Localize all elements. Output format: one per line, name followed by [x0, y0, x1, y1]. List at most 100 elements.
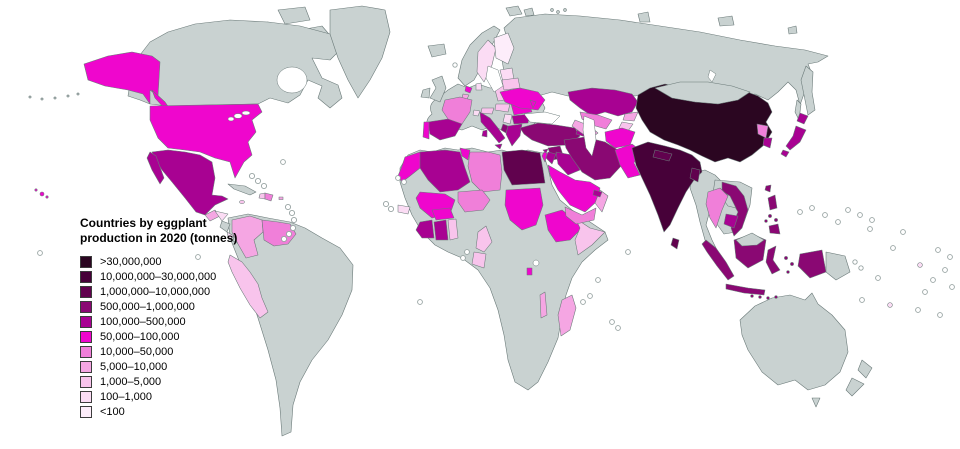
country-sudan — [504, 187, 544, 231]
baltic-sea — [485, 65, 504, 93]
legend-row: 1,000,000–10,000,000 — [80, 285, 290, 300]
legend-swatch — [80, 346, 92, 359]
country-nepal — [652, 149, 673, 162]
caspian-sea — [582, 115, 597, 157]
legend-row: 1,000–5,000 — [80, 375, 290, 390]
legend-swatch — [80, 391, 92, 404]
legend-row: 10,000–50,000 — [80, 345, 290, 360]
tasmania-island — [811, 397, 821, 408]
country-malaysia-borneo — [735, 232, 765, 247]
legend-label: <100 — [100, 406, 125, 419]
country-bangladesh — [689, 167, 701, 183]
country-cameroon — [475, 225, 493, 253]
colored-countries — [34, 32, 827, 337]
great-lakes — [233, 113, 243, 119]
country-philippines — [764, 194, 781, 235]
kamchatka-peninsula — [800, 65, 816, 116]
country-burkina-faso — [431, 207, 455, 221]
country-iraq — [555, 151, 581, 176]
country-portugal — [422, 121, 430, 140]
country-moldova — [529, 99, 537, 109]
country-somalia — [574, 217, 606, 256]
legend-label: 5,000–10,000 — [100, 361, 168, 374]
country-alaska-usa — [83, 51, 161, 105]
sardinia — [481, 129, 488, 138]
country-kyrgyzstan — [622, 111, 639, 122]
country-new-zealand — [845, 359, 873, 397]
small-island-circles — [37, 8, 955, 331]
country-netherlands — [464, 85, 473, 94]
legend-row: 100–1,000 — [80, 390, 290, 405]
great-lakes — [227, 116, 235, 122]
legend-label: >30,000,000 — [100, 256, 162, 269]
legend-label: 500,000–1,000,000 — [100, 301, 195, 314]
legend-swatch — [80, 271, 92, 284]
country-ethiopia — [544, 209, 583, 243]
legend-row: 50,000–100,000 — [80, 330, 290, 345]
legend-swatch — [80, 376, 92, 389]
country-honduras — [214, 210, 229, 222]
legend-swatch — [80, 256, 92, 269]
legend-label: 100–1,000 — [100, 391, 152, 404]
sicily — [494, 143, 503, 150]
country-cote-divoire — [415, 219, 435, 239]
legend-swatch — [80, 406, 92, 419]
country-switzerland — [472, 109, 481, 117]
legend-swatch — [80, 316, 92, 329]
lake-victoria — [532, 259, 540, 267]
country-papua-new-guinea — [825, 251, 851, 281]
hudson-bay — [276, 66, 308, 94]
lake-baikal — [707, 69, 717, 83]
country-jordan — [545, 151, 557, 165]
country-japan — [780, 112, 809, 158]
legend-row: 10,000,000–30,000,000 — [80, 270, 290, 285]
country-taiwan — [764, 184, 772, 193]
country-uzbekistan — [579, 111, 613, 130]
country-mexico — [151, 149, 229, 216]
country-peru — [227, 254, 269, 319]
country-senegal — [397, 204, 411, 215]
country-iceland — [427, 43, 447, 58]
country-madagascar — [557, 294, 577, 337]
country-ghana — [433, 219, 449, 241]
country-finland — [493, 32, 515, 65]
country-puerto-rico — [278, 196, 284, 200]
country-bulgaria — [511, 113, 531, 125]
country-south-korea — [762, 137, 773, 149]
legend-row: >30,000,000 — [80, 255, 290, 270]
country-yemen — [564, 206, 597, 225]
country-haiti — [258, 192, 266, 200]
legend-swatch — [80, 361, 92, 374]
country-cuba — [227, 183, 257, 196]
country-belarus — [501, 77, 521, 91]
country-colombia — [231, 215, 264, 259]
country-malawi — [539, 291, 548, 319]
legend-label: 100,000–500,000 — [100, 316, 186, 329]
legend-label: 1,000–5,000 — [100, 376, 162, 389]
legend-title: Countries by eggplant production in 2020… — [80, 216, 238, 246]
legend-swatch — [80, 286, 92, 299]
country-australia — [739, 292, 849, 391]
legend-label: 10,000,000–30,000,000 — [100, 271, 217, 284]
black-sea — [523, 111, 561, 125]
country-ireland — [420, 87, 431, 99]
legend-swatch — [80, 301, 92, 314]
country-austria — [480, 107, 495, 115]
colored-island-circles — [887, 262, 923, 308]
country-greenland — [329, 5, 391, 99]
country-cyprus — [542, 148, 549, 154]
country-italy — [479, 111, 506, 144]
country-thailand — [705, 187, 729, 229]
country-hungary — [494, 103, 511, 113]
country-spain — [427, 118, 463, 141]
country-venezuela — [261, 219, 297, 247]
legend-label: 50,000–100,000 — [100, 331, 180, 344]
country-uae — [592, 189, 603, 198]
baja-california — [146, 151, 165, 185]
hawaii-islands — [34, 188, 49, 199]
legend-row: <100 — [80, 405, 290, 420]
country-israel — [541, 151, 548, 163]
aleutian-islands — [28, 92, 80, 101]
